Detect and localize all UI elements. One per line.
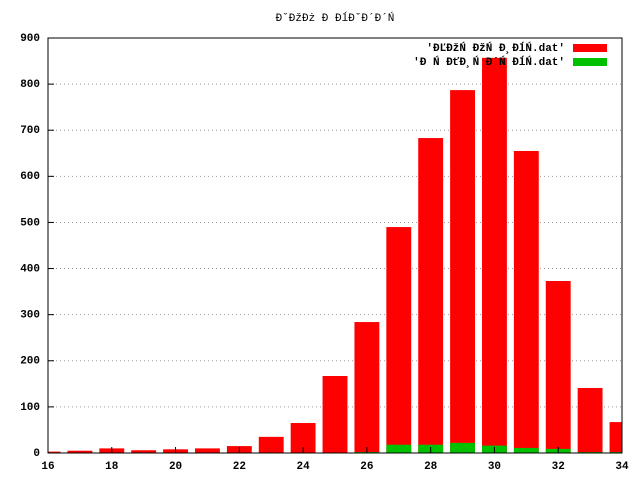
bar — [418, 138, 444, 453]
bar — [258, 436, 284, 453]
y-tick-label: 700 — [20, 125, 40, 137]
legend-swatch — [573, 58, 607, 66]
y-tick-label: 0 — [33, 448, 40, 460]
x-tick-label: 18 — [105, 461, 119, 473]
bar — [450, 442, 475, 453]
x-tick-label: 16 — [41, 461, 54, 473]
bar — [131, 450, 157, 453]
bar — [513, 150, 539, 453]
bar — [609, 422, 622, 453]
bar — [482, 57, 507, 453]
x-tick-label: 30 — [488, 461, 501, 473]
y-tick-label: 600 — [20, 171, 40, 183]
bar — [450, 90, 475, 453]
x-tick-label: 22 — [233, 461, 246, 473]
y-tick-label: 400 — [20, 263, 40, 275]
bar — [354, 322, 380, 453]
bar — [48, 451, 61, 453]
chart-title: ĐˇĐžĐż Đ ĐĺĐˇĐ´Đ´Ń — [276, 11, 395, 25]
x-tick-label: 32 — [552, 461, 565, 473]
legend-label: 'ĐĽĐžŃ ĐžŃ Đ¸ĐĺŃ.dat' — [426, 41, 565, 55]
plot-frame — [47, 37, 623, 454]
bar — [195, 448, 220, 453]
x-tick-label: 20 — [169, 461, 182, 473]
x-tick-label: 34 — [615, 461, 629, 473]
bar — [577, 387, 603, 453]
bar — [386, 444, 412, 453]
y-tick-label: 500 — [20, 217, 40, 229]
y-tick-label: 200 — [20, 356, 40, 368]
bar — [322, 375, 348, 453]
bar — [386, 227, 412, 453]
bar — [67, 450, 93, 453]
bar — [513, 447, 539, 453]
legend-label: 'Đ Ń ĐťĐ¸Ń Đ´Ń ĐĺŃ.dat' — [413, 55, 565, 69]
legend-swatch — [573, 44, 607, 52]
y-tick-label: 800 — [20, 79, 40, 91]
y-tick-label: 900 — [20, 33, 40, 45]
x-tick-label: 28 — [424, 461, 438, 473]
y-tick-label: 300 — [20, 310, 40, 322]
x-tick-label: 24 — [297, 461, 311, 473]
x-tick-label: 26 — [360, 461, 373, 473]
y-tick-label: 100 — [20, 402, 40, 414]
bar — [545, 281, 571, 453]
